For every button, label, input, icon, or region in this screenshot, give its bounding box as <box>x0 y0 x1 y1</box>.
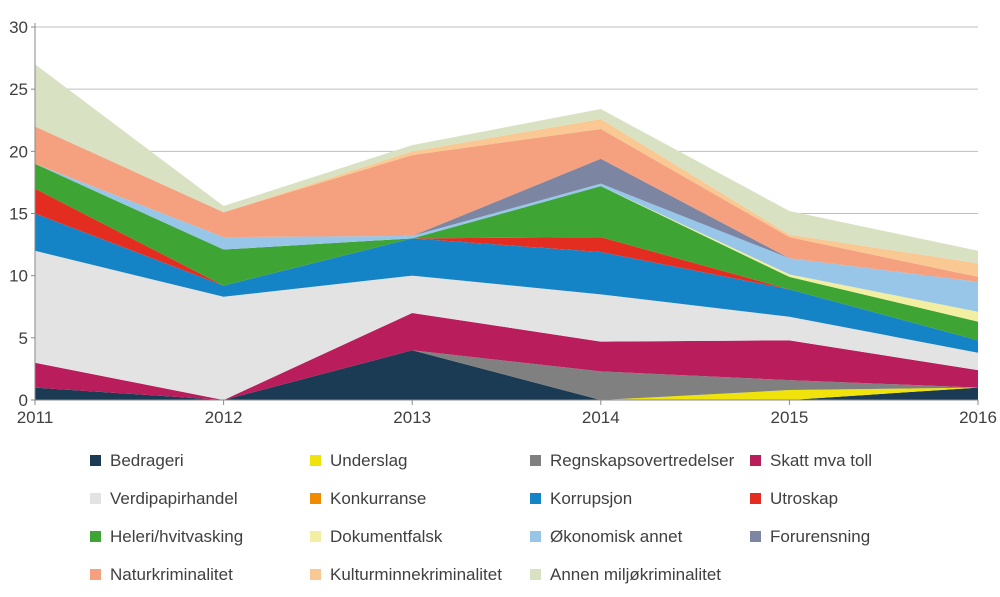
area-skatt-mva-toll <box>35 312 978 400</box>
legend-item-forurensning: Forurensning <box>750 526 980 547</box>
legend-label: Forurensning <box>770 526 871 546</box>
y-tick-label-5: 5 <box>19 329 28 348</box>
y-tick-label-0: 0 <box>19 391 28 410</box>
area-annen-milj-kriminalitet <box>35 64 978 264</box>
legend-swatch-icon <box>90 531 101 542</box>
legend-item--konomisk-annet: Økonomisk annet <box>530 526 750 547</box>
legend: Bedrageri Underslag Regnskapsovertredelser… <box>90 450 990 585</box>
plot-area: 0 5 10 15 20 25 30 2011 2012 2013 2014 2015 2016 <box>9 18 997 427</box>
legend-item-heleri-hvitvasking: Heleri/hvitvasking <box>90 526 310 547</box>
legend-swatch-icon <box>90 455 101 466</box>
legend-swatch-icon <box>530 531 541 542</box>
legend-label: Regnskapsovertredelser <box>550 450 735 470</box>
legend-item-naturkriminalitet: Naturkriminalitet <box>90 564 310 585</box>
x-tick-label-2016: 2016 <box>959 408 997 427</box>
legend-label: Verdipapirhandel <box>110 488 238 508</box>
legend-label: Underslag <box>330 450 408 470</box>
legend-swatch-icon <box>310 531 321 542</box>
y-tick-label-10: 10 <box>9 267 28 286</box>
x-tick-label-2012: 2012 <box>205 408 243 427</box>
legend-swatch-icon <box>90 569 101 580</box>
legend-swatch-icon <box>530 493 541 504</box>
legend-label: Annen miljøkriminalitet <box>550 564 721 584</box>
legend-swatch-icon <box>310 493 321 504</box>
area-verdipapirhandel <box>35 250 978 400</box>
y-tick-label-15: 15 <box>9 205 28 224</box>
legend-item-konkurranse: Konkurranse <box>310 488 530 509</box>
chart-svg: 0 5 10 15 20 25 30 2011 2012 2013 2014 2015 2016 <box>9 18 997 427</box>
legend-item-kulturminnekriminalitet: Kulturminnekriminalitet <box>310 564 530 585</box>
legend-label: Økonomisk annet <box>550 526 683 546</box>
legend-item-bedrageri: Bedrageri <box>90 450 310 471</box>
legend-label: Skatt mva toll <box>770 450 873 470</box>
legend-swatch-icon <box>530 455 541 466</box>
legend-item-skatt-mva-toll: Skatt mva toll <box>750 450 980 471</box>
legend-item-korrupsjon: Korrupsjon <box>530 488 750 509</box>
area-naturkriminalitet <box>35 126 978 282</box>
legend-item-regnskapsovertredelser: Regnskapsovertredelser <box>530 450 750 471</box>
legend-swatch-icon <box>750 455 761 466</box>
legend-swatch-icon <box>750 493 761 504</box>
legend-label: Konkurranse <box>330 488 427 508</box>
legend-label: Kulturminnekriminalitet <box>330 564 502 584</box>
legend-swatch-icon <box>310 569 321 580</box>
legend-label: Utroskap <box>770 488 839 508</box>
legend-item-verdipapirhandel: Verdipapirhandel <box>90 488 310 509</box>
x-tick-label-2011: 2011 <box>17 408 54 427</box>
legend-item-utroskap: Utroskap <box>750 488 980 509</box>
legend-label: Korrupsjon <box>550 488 633 508</box>
legend-label: Naturkriminalitet <box>110 564 233 584</box>
area-heleri-hvitvasking <box>35 163 978 341</box>
legend-item-dokumentfalsk: Dokumentfalsk <box>310 526 530 547</box>
legend-swatch-icon <box>310 455 321 466</box>
legend-label: Bedrageri <box>110 450 184 470</box>
x-tick-label-2013: 2013 <box>393 408 431 427</box>
x-tick-label-2014: 2014 <box>582 408 620 427</box>
y-tick-label-25: 25 <box>9 80 28 99</box>
area-korrupsjon <box>35 213 978 353</box>
legend-item-annen-milj-kriminalitet: Annen miljøkriminalitet <box>530 564 750 585</box>
legend-swatch-icon <box>530 569 541 580</box>
legend-item-underslag: Underslag <box>310 450 530 471</box>
legend-label: Dokumentfalsk <box>330 526 443 546</box>
area--konomisk-annet <box>35 163 978 312</box>
legend-swatch-icon <box>90 493 101 504</box>
legend-swatch-icon <box>750 531 761 542</box>
y-tick-label-30: 30 <box>9 18 28 37</box>
area-regnskapsovertredelser <box>35 350 978 400</box>
legend-label: Heleri/hvitvasking <box>110 526 244 546</box>
y-tick-label-20: 20 <box>9 142 28 161</box>
x-tick-label-2015: 2015 <box>770 408 808 427</box>
